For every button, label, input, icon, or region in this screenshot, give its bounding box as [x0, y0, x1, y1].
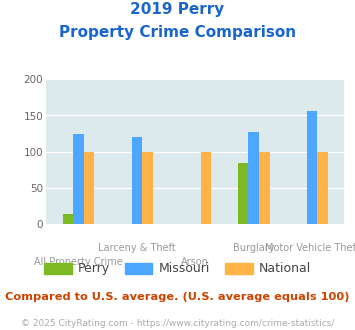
Legend: Perry, Missouri, National: Perry, Missouri, National [40, 259, 315, 279]
Bar [201, 152, 211, 224]
Bar [73, 134, 83, 224]
Bar [238, 163, 248, 224]
Text: © 2025 CityRating.com - https://www.cityrating.com/crime-statistics/: © 2025 CityRating.com - https://www.city… [21, 319, 334, 328]
Text: Larceny & Theft: Larceny & Theft [98, 243, 176, 252]
Bar [83, 152, 94, 224]
Text: Property Crime Comparison: Property Crime Comparison [59, 25, 296, 40]
Bar [248, 132, 259, 224]
Bar [62, 214, 73, 224]
Bar [142, 152, 153, 224]
Bar [259, 152, 269, 224]
Text: All Property Crime: All Property Crime [34, 257, 123, 267]
Bar [317, 152, 328, 224]
Text: Motor Vehicle Theft: Motor Vehicle Theft [265, 243, 355, 252]
Bar [131, 137, 142, 224]
Bar [307, 111, 317, 224]
Text: Arson: Arson [181, 257, 209, 267]
Text: Burglary: Burglary [233, 243, 274, 252]
Text: 2019 Perry: 2019 Perry [130, 2, 225, 16]
Text: Compared to U.S. average. (U.S. average equals 100): Compared to U.S. average. (U.S. average … [5, 292, 350, 302]
